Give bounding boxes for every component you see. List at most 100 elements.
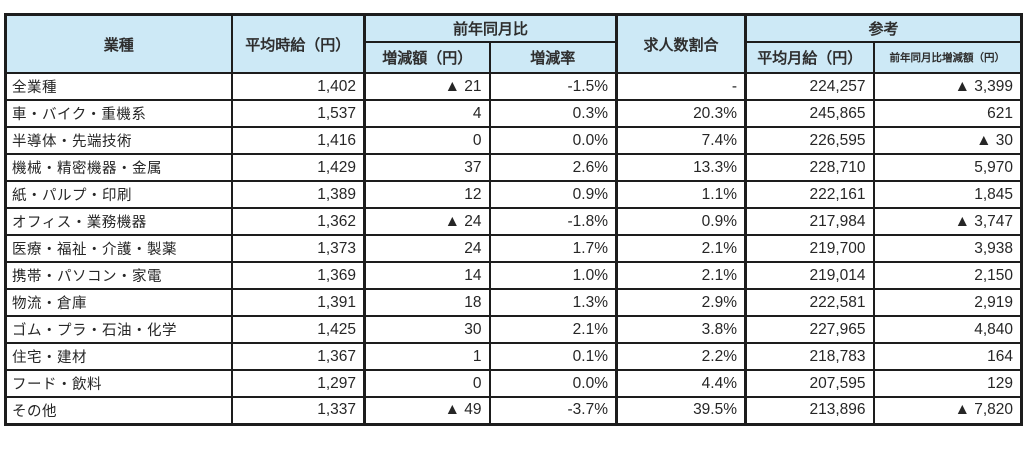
- monthly-wage-cell: 227,965: [744, 315, 875, 344]
- job-ratio-cell: 3.8%: [615, 315, 747, 344]
- change-rate-cell: 1.0%: [488, 261, 618, 290]
- monthly-wage-cell: 213,896: [744, 396, 875, 425]
- monthly-wage-cell: 245,865: [744, 99, 875, 128]
- table-row: 紙・パルプ・印刷 1,389 12 0.9% 1.1% 222,161 1,84…: [4, 180, 1023, 209]
- industry-cell: ゴム・プラ・石油・化学: [4, 315, 233, 344]
- industry-cell: フード・飲料: [4, 369, 233, 398]
- hourly-wage-cell: 1,389: [230, 180, 366, 209]
- monthly-wage-cell: 224,257: [744, 72, 875, 101]
- job-ratio-cell: 0.9%: [615, 207, 747, 236]
- table-body: 全業種 1,402 ▲ 21 -1.5% - 224,257 ▲ 3,399 車…: [4, 72, 1023, 425]
- change-rate-cell: 0.1%: [488, 342, 618, 371]
- industry-cell: 医療・福祉・介護・製薬: [4, 234, 233, 263]
- industry-cell: 紙・パルプ・印刷: [4, 180, 233, 209]
- monthly-wage-cell: 218,783: [744, 342, 875, 371]
- change-rate-cell: 0.0%: [488, 369, 618, 398]
- change-amount-cell: 18: [363, 288, 491, 317]
- header-yoy-group: 前年同月比: [362, 13, 618, 43]
- table-row: その他 1,337 ▲ 49 -3.7% 39.5% 213,896 ▲ 7,8…: [4, 396, 1023, 425]
- change-rate-cell: 0.9%: [488, 180, 618, 209]
- change-amount-cell: 0: [363, 369, 491, 398]
- table-row: ゴム・プラ・石油・化学 1,425 30 2.1% 3.8% 227,965 4…: [4, 315, 1023, 344]
- monthly-wage-cell: 226,595: [744, 126, 875, 155]
- job-ratio-cell: 1.1%: [615, 180, 747, 209]
- industry-cell: 物流・倉庫: [4, 288, 233, 317]
- header-change-amount: 増減額（円）: [363, 41, 491, 74]
- change-amount-cell: ▲ 24: [363, 207, 491, 236]
- change-amount-cell: ▲ 21: [363, 72, 491, 101]
- job-ratio-cell: -: [615, 72, 747, 101]
- change-rate-cell: 2.6%: [488, 153, 618, 182]
- job-ratio-cell: 2.9%: [615, 288, 747, 317]
- change-amount-cell: 12: [363, 180, 491, 209]
- monthly-change-cell: ▲ 30: [872, 126, 1023, 155]
- header-change-rate: 増減率: [488, 41, 618, 74]
- job-ratio-cell: 2.1%: [615, 261, 747, 290]
- monthly-wage-cell: 219,014: [744, 261, 875, 290]
- change-amount-cell: 0: [363, 126, 491, 155]
- change-amount-cell: 14: [363, 261, 491, 290]
- job-ratio-cell: 4.4%: [615, 369, 747, 398]
- industry-cell: 機械・精密機器・金属: [4, 153, 233, 182]
- hourly-wage-cell: 1,429: [230, 153, 366, 182]
- industry-cell: 住宅・建材: [4, 342, 233, 371]
- hourly-wage-cell: 1,367: [230, 342, 366, 371]
- job-ratio-cell: 7.4%: [615, 126, 747, 155]
- change-amount-cell: 37: [363, 153, 491, 182]
- monthly-wage-cell: 217,984: [744, 207, 875, 236]
- hourly-wage-cell: 1,425: [230, 315, 366, 344]
- change-rate-cell: 0.3%: [488, 99, 618, 128]
- change-amount-cell: ▲ 49: [363, 396, 491, 425]
- hourly-wage-cell: 1,391: [230, 288, 366, 317]
- change-rate-cell: 1.3%: [488, 288, 618, 317]
- header-monthly-change: 前年同月比増減額（円）: [872, 41, 1023, 74]
- change-rate-cell: -1.8%: [488, 207, 618, 236]
- table-row: 車・バイク・重機系 1,537 4 0.3% 20.3% 245,865 621: [4, 99, 1023, 128]
- job-ratio-cell: 2.1%: [615, 234, 747, 263]
- table-row: オフィス・業務機器 1,362 ▲ 24 -1.8% 0.9% 217,984 …: [4, 207, 1023, 236]
- monthly-change-cell: 164: [872, 342, 1023, 371]
- industry-cell: 車・バイク・重機系: [4, 99, 233, 128]
- monthly-wage-cell: 219,700: [744, 234, 875, 263]
- monthly-change-cell: 1,845: [872, 180, 1023, 209]
- header-job-ratio: 求人数割合: [615, 13, 747, 74]
- industry-cell: 全業種: [4, 72, 233, 101]
- table-row: 医療・福祉・介護・製薬 1,373 24 1.7% 2.1% 219,700 3…: [4, 234, 1023, 263]
- monthly-wage-cell: 222,161: [744, 180, 875, 209]
- job-ratio-cell: 39.5%: [615, 396, 747, 425]
- wage-by-industry-table: 業種 平均時給（円） 前年同月比 求人数割合 参考 増減額（円） 増減率 平均月…: [4, 13, 1024, 426]
- change-rate-cell: 1.7%: [488, 234, 618, 263]
- table-row: 携帯・パソコン・家電 1,369 14 1.0% 2.1% 219,014 2,…: [4, 261, 1023, 290]
- industry-cell: その他: [4, 396, 233, 425]
- table-row: 半導体・先端技術 1,416 0 0.0% 7.4% 226,595 ▲ 30: [4, 126, 1023, 155]
- industry-cell: 半導体・先端技術: [4, 126, 233, 155]
- hourly-wage-cell: 1,369: [230, 261, 366, 290]
- monthly-change-cell: 621: [872, 99, 1023, 128]
- hourly-wage-cell: 1,297: [230, 369, 366, 398]
- table-row: フード・飲料 1,297 0 0.0% 4.4% 207,595 129: [4, 369, 1023, 398]
- monthly-change-cell: ▲ 3,399: [872, 72, 1023, 101]
- table-row: 全業種 1,402 ▲ 21 -1.5% - 224,257 ▲ 3,399: [4, 72, 1023, 101]
- hourly-wage-cell: 1,416: [230, 126, 366, 155]
- table-header: 業種 平均時給（円） 前年同月比 求人数割合 参考 増減額（円） 増減率 平均月…: [4, 13, 1023, 74]
- change-amount-cell: 1: [363, 342, 491, 371]
- document-page: 業種 平均時給（円） 前年同月比 求人数割合 参考 増減額（円） 増減率 平均月…: [4, 13, 1024, 426]
- monthly-wage-cell: 207,595: [744, 369, 875, 398]
- monthly-change-cell: 4,840: [872, 315, 1023, 344]
- job-ratio-cell: 2.2%: [615, 342, 747, 371]
- table-row: 機械・精密機器・金属 1,429 37 2.6% 13.3% 228,710 5…: [4, 153, 1023, 182]
- change-rate-cell: -1.5%: [488, 72, 618, 101]
- change-amount-cell: 30: [363, 315, 491, 344]
- hourly-wage-cell: 1,402: [230, 72, 366, 101]
- monthly-change-cell: 2,919: [872, 288, 1023, 317]
- change-rate-cell: 0.0%: [488, 126, 618, 155]
- monthly-change-cell: ▲ 7,820: [872, 396, 1023, 425]
- change-amount-cell: 24: [363, 234, 491, 263]
- monthly-change-cell: 129: [872, 369, 1023, 398]
- hourly-wage-cell: 1,373: [230, 234, 366, 263]
- header-hourly-wage: 平均時給（円）: [230, 13, 366, 74]
- change-rate-cell: 2.1%: [488, 315, 618, 344]
- monthly-change-cell: 3,938: [872, 234, 1023, 263]
- table-row: 住宅・建材 1,367 1 0.1% 2.2% 218,783 164: [4, 342, 1023, 371]
- job-ratio-cell: 20.3%: [615, 99, 747, 128]
